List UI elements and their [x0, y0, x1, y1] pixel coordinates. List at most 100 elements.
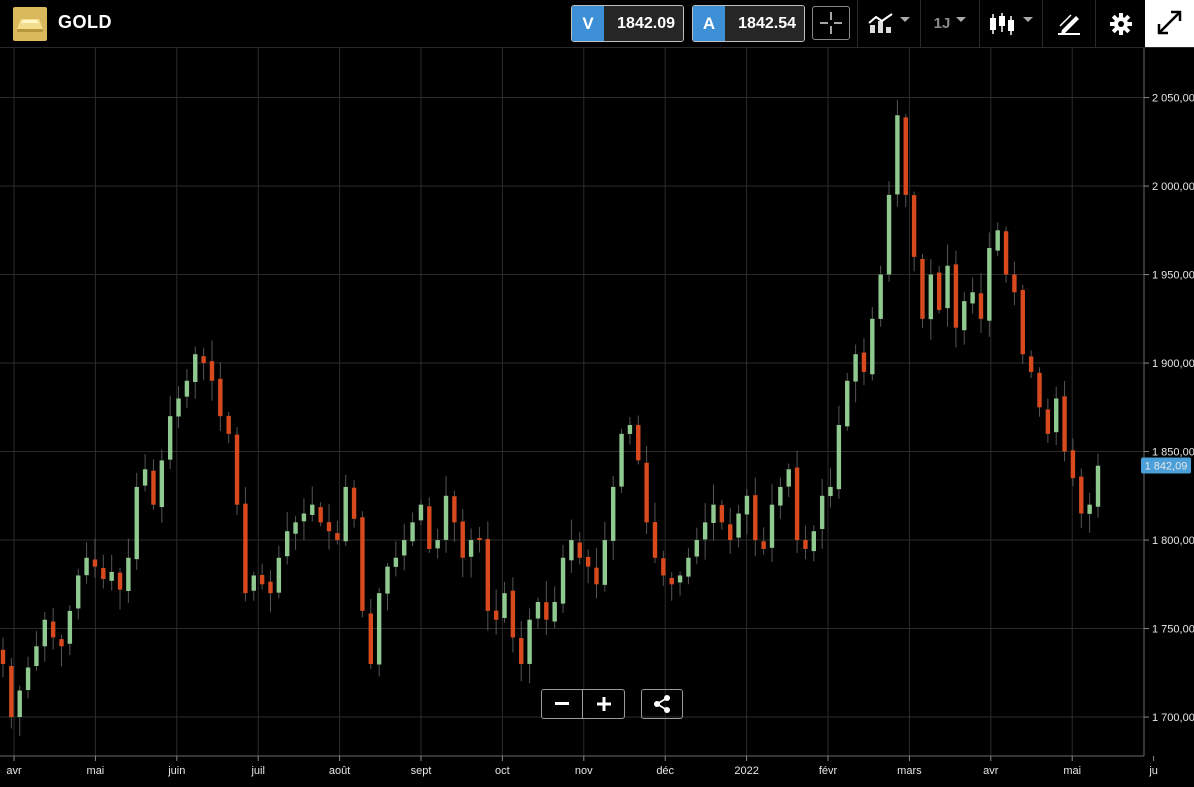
candle-body	[151, 470, 156, 505]
candle-body	[527, 619, 532, 664]
chevron-down-icon	[900, 17, 910, 22]
y-tick-label: 1 900,00	[1152, 358, 1194, 370]
candle-body	[560, 557, 566, 604]
candle-body	[284, 531, 290, 557]
candle-body	[1020, 289, 1025, 355]
x-tick-label: 2022	[734, 765, 758, 777]
x-tick-label: mai	[1063, 765, 1081, 777]
candle-body	[819, 495, 825, 529]
candle-body	[134, 486, 139, 560]
sell-price-button[interactable]: V 1842.09	[571, 5, 684, 42]
candle-body	[778, 486, 783, 506]
x-tick-label: oct	[495, 765, 510, 777]
drawing-tools-button[interactable]	[1042, 0, 1095, 47]
indicators-button[interactable]	[857, 0, 920, 47]
candle-body	[878, 274, 883, 319]
price-chart[interactable]: 1 700,00 1 750,00 1 800,00 1 850,00 1 900,00…	[0, 48, 1194, 787]
candle-body	[970, 292, 975, 304]
x-tick-label: févr	[819, 765, 838, 777]
candle-body	[853, 354, 858, 382]
x-tick-label: mars	[897, 765, 922, 777]
last-price-badge	[1141, 457, 1191, 474]
zoom-in-button[interactable]	[583, 689, 625, 719]
candle-body	[234, 434, 240, 505]
y-tick-label: 1 850,00	[1152, 447, 1194, 459]
candle-body	[610, 486, 616, 541]
candle-body	[477, 538, 482, 541]
candle-body	[67, 610, 73, 644]
candle-body	[76, 575, 81, 609]
chevron-down-icon	[1023, 17, 1033, 22]
candle-body	[1012, 274, 1017, 293]
candle-body	[117, 572, 123, 590]
x-tick-label: nov	[575, 765, 593, 777]
timeframe-button[interactable]: 1J	[920, 0, 979, 47]
candle-body	[744, 495, 750, 515]
candle-body	[335, 533, 340, 541]
candle-body	[636, 424, 641, 461]
candle-body	[761, 541, 766, 549]
sell-price: 1842.09	[604, 6, 683, 41]
candle-body	[59, 639, 64, 647]
candle-body	[126, 557, 131, 592]
x-tick-label: ju	[1148, 765, 1158, 777]
last-price-label: 1 842,09	[1145, 461, 1188, 473]
y-tick-label: 2 050,00	[1152, 93, 1194, 105]
candle-body	[953, 264, 959, 328]
candle-body	[418, 504, 424, 521]
candle-body	[276, 557, 282, 593]
candle-body	[318, 507, 323, 523]
candle-body	[928, 274, 934, 320]
buy-price-button[interactable]: A 1842.54	[692, 5, 805, 42]
candle-body	[435, 540, 440, 549]
candle-body	[1070, 450, 1076, 479]
candle-body	[218, 378, 223, 417]
crosshair-button[interactable]	[812, 6, 850, 40]
candle-body	[995, 230, 1000, 251]
buy-price: 1842.54	[725, 6, 804, 41]
candle-body	[326, 522, 332, 532]
candle-body	[0, 649, 6, 664]
candle-body	[443, 495, 449, 540]
candle-body	[259, 575, 265, 585]
chart-type-button[interactable]	[979, 0, 1042, 47]
candle-body	[569, 540, 574, 561]
candle-body	[159, 460, 165, 508]
candle-body	[753, 495, 758, 541]
x-tick-label: avr	[983, 765, 999, 777]
candle-body	[1054, 398, 1059, 433]
share-icon	[654, 695, 670, 713]
candle-body	[577, 542, 582, 558]
x-tick-label: sept	[411, 765, 432, 777]
candle-body	[1028, 356, 1034, 372]
candle-body	[42, 619, 47, 647]
y-tick-label: 1 800,00	[1152, 535, 1194, 547]
candle-body	[987, 248, 992, 321]
gold-bar-icon	[13, 7, 47, 41]
candle-body	[686, 557, 691, 577]
settings-button[interactable]	[1095, 0, 1145, 47]
candle-body	[502, 593, 507, 618]
candle-body	[978, 293, 984, 319]
chevron-down-icon	[956, 17, 967, 22]
share-button[interactable]	[641, 689, 683, 719]
candle-body	[903, 117, 908, 195]
x-tick-label: juin	[167, 765, 185, 777]
candle-body	[736, 513, 741, 538]
candle-body	[243, 503, 248, 594]
candle-body	[167, 416, 173, 460]
candle-body	[368, 613, 373, 664]
zoom-out-button[interactable]	[541, 689, 583, 719]
y-tick-label: 1 700,00	[1152, 712, 1194, 724]
candle-body	[728, 524, 733, 541]
candle-body	[535, 602, 541, 619]
buy-tag: A	[693, 6, 725, 41]
candle-body	[184, 380, 190, 397]
candle-body	[694, 540, 699, 557]
fullscreen-button[interactable]	[1145, 0, 1194, 47]
candle-body	[410, 522, 415, 542]
candle-body	[1037, 372, 1042, 408]
candle-body	[360, 517, 365, 611]
candle-body	[193, 354, 198, 383]
candle-body	[594, 567, 599, 585]
